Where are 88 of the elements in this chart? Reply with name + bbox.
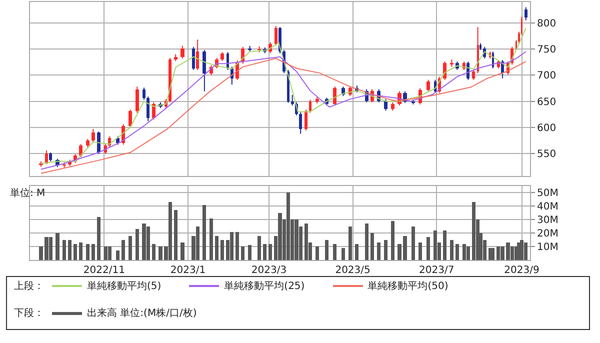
bar	[62, 240, 66, 260]
bar	[450, 240, 454, 260]
y-tick-label: 50M	[537, 188, 558, 200]
y-tick-label: 20M	[537, 228, 558, 240]
bar	[91, 244, 95, 260]
bar	[48, 237, 52, 260]
bar	[135, 229, 139, 260]
y-tick-label: 550	[537, 149, 556, 160]
x-tick-label: 2023/1	[170, 265, 206, 276]
bar	[418, 242, 422, 260]
bar	[384, 240, 388, 260]
x-tick-label: 2023/9	[504, 265, 540, 276]
x-tick-label: 2023/3	[251, 265, 287, 276]
y-tick-label: 600	[537, 122, 556, 134]
bar	[128, 236, 132, 260]
bar	[411, 226, 416, 260]
x-tick-label: 2023/7	[418, 265, 454, 276]
bar	[146, 226, 150, 260]
bar	[377, 242, 381, 260]
bar	[341, 248, 345, 260]
bar	[304, 224, 308, 260]
bar	[348, 226, 352, 260]
annotation: 単位: M	[10, 187, 46, 199]
bar	[236, 232, 240, 260]
legend-label: 単純移動平均(25)	[224, 280, 305, 293]
bar	[202, 204, 206, 260]
legend-label: 出来高 単位:(M株/口/枚)	[87, 306, 197, 320]
y-tick-label: 30M	[537, 215, 558, 226]
bar	[74, 244, 78, 260]
bar	[491, 248, 495, 260]
bar	[315, 246, 319, 260]
y-tick-label: 40M	[537, 202, 558, 213]
bar	[268, 244, 272, 260]
bar	[466, 246, 470, 260]
bar	[472, 202, 476, 260]
bar	[263, 244, 267, 260]
bar	[462, 244, 466, 260]
bar	[116, 250, 120, 260]
bar	[455, 244, 459, 260]
bar	[286, 192, 290, 260]
bar	[241, 246, 245, 260]
bar	[96, 216, 100, 260]
bar	[510, 246, 514, 260]
bar	[390, 220, 394, 260]
bar	[56, 233, 60, 260]
y-tick-label: 650	[537, 96, 556, 108]
bar	[122, 240, 126, 260]
bar	[258, 236, 262, 260]
bar	[220, 240, 224, 260]
legend-label: 単純移動平均(5)	[87, 280, 162, 293]
bar	[333, 244, 337, 260]
bar	[524, 242, 528, 260]
bar	[68, 240, 72, 260]
legend-label: 単純移動平均(50)	[368, 280, 448, 293]
bar	[370, 233, 374, 260]
bar	[174, 210, 178, 260]
x-tick-label: 2023/5	[335, 265, 370, 276]
bar	[215, 236, 219, 260]
bar	[520, 240, 524, 260]
y-tick-label: 800	[537, 18, 556, 30]
y-tick-label: 750	[537, 44, 556, 56]
y-tick-label: 10M	[537, 242, 558, 254]
bar	[324, 240, 328, 260]
bar	[79, 242, 83, 260]
bar	[152, 244, 156, 260]
bar	[433, 230, 438, 260]
bar	[496, 246, 500, 260]
y-tick-label: 700	[537, 70, 556, 82]
legend-title: 下段：	[14, 307, 44, 320]
bar	[108, 246, 112, 260]
bar	[248, 245, 252, 260]
bar	[142, 224, 146, 260]
bar	[364, 224, 368, 260]
bar	[210, 218, 214, 260]
x-tick-label: 2022/11	[83, 265, 125, 276]
bar	[104, 246, 108, 260]
bar	[86, 244, 90, 260]
bar	[230, 232, 234, 260]
bar	[443, 230, 447, 260]
bar	[355, 244, 359, 260]
bar	[278, 212, 282, 260]
bar	[426, 237, 430, 260]
line-series	[40, 28, 526, 164]
bar	[294, 220, 298, 260]
bar	[180, 242, 184, 260]
bar	[196, 226, 200, 260]
bar	[168, 202, 172, 260]
legend-title: 上段：	[14, 280, 44, 293]
